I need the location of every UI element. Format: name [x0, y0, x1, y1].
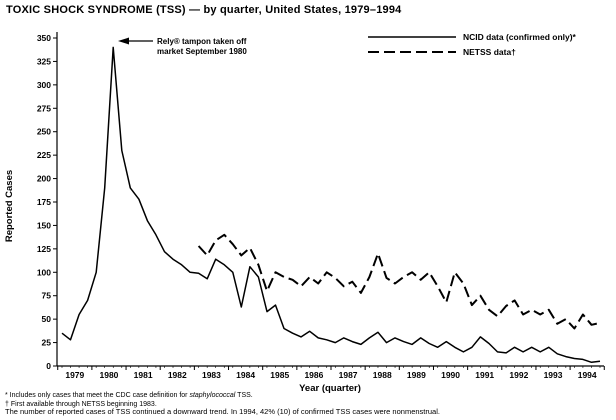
y-tick-label: 150	[37, 220, 51, 230]
y-tick-label: 100	[37, 267, 51, 277]
y-tick-label: 325	[37, 56, 51, 66]
x-axis-label: Year (quarter)	[299, 383, 361, 394]
x-year-label: 1993	[544, 370, 563, 380]
x-year-label: 1989	[407, 370, 426, 380]
x-year-label: 1991	[475, 370, 494, 380]
tss-trend-chart: 0 25 50 75 100 125 150 175 200 225 250 275 300 325 350…	[4, 32, 605, 394]
x-year-label: 1990	[441, 370, 460, 380]
y-tick-label: 25	[42, 338, 52, 348]
x-year-label: 1988	[373, 370, 392, 380]
netss-series-line	[197, 233, 601, 330]
y-tick-label: 75	[42, 291, 52, 301]
y-tick-label: 250	[37, 127, 51, 137]
y-tick-label: 350	[37, 33, 51, 43]
legend-ncid-label: NCID data (confirmed only)*	[463, 32, 577, 42]
y-tick-label: 125	[37, 244, 51, 254]
x-year-label: 1979	[65, 370, 84, 380]
x-year-label: 1980	[100, 370, 119, 380]
x-year-label: 1984	[236, 370, 255, 380]
x-year-label: 1987	[339, 370, 358, 380]
peak-annotation: Rely® tampon taken off market September …	[118, 37, 247, 56]
x-year-label: 1985	[270, 370, 289, 380]
y-tick-label: 50	[42, 314, 52, 324]
footnote-cdc-definition: * Includes only cases that meet the CDC …	[5, 391, 253, 400]
footnote-netss-availability: † First available through NETSS beginnin…	[5, 401, 157, 408]
footnotes: * Includes only cases that meet the CDC …	[5, 391, 253, 409]
x-year-label: 1994	[578, 370, 597, 380]
footnote1-text: * Includes only cases that meet the CDC …	[5, 392, 190, 399]
annotation-text-line1: Rely® tampon taken off	[157, 37, 247, 46]
x-year-label: 1982	[168, 370, 187, 380]
annotation-text-line2: market September 1980	[157, 47, 247, 56]
x-year-label: 1986	[304, 370, 323, 380]
y-tick-label: 275	[37, 103, 51, 113]
summary-caption: The number of reported cases of TSS cont…	[5, 407, 440, 416]
y-axis-label: Reported Cases	[4, 170, 15, 242]
legend: NCID data (confirmed only)* NETSS data†	[368, 32, 577, 57]
legend-netss-label: NETSS data†	[463, 47, 516, 57]
y-tick-label: 200	[37, 174, 51, 184]
chart-title: TOXIC SHOCK SYNDROME (TSS) — by quarter,…	[6, 4, 402, 16]
y-tick-label: 0	[46, 361, 51, 371]
x-year-label: 1981	[134, 370, 153, 380]
annotation-arrowhead	[118, 37, 129, 45]
x-year-label: 1983	[202, 370, 221, 380]
chart-axes: 0 25 50 75 100 125 150 175 200 225 250 275 300 325 350…	[37, 32, 605, 380]
ncid-series-line	[61, 46, 601, 364]
x-year-label: 1992	[509, 370, 528, 380]
footnote1-italic-term: staphylococcal	[189, 392, 236, 399]
y-tick-label: 300	[37, 80, 51, 90]
y-tick-label: 175	[37, 197, 51, 207]
y-tick-label: 225	[37, 150, 51, 160]
footnote1-suffix: TSS.	[235, 392, 253, 399]
